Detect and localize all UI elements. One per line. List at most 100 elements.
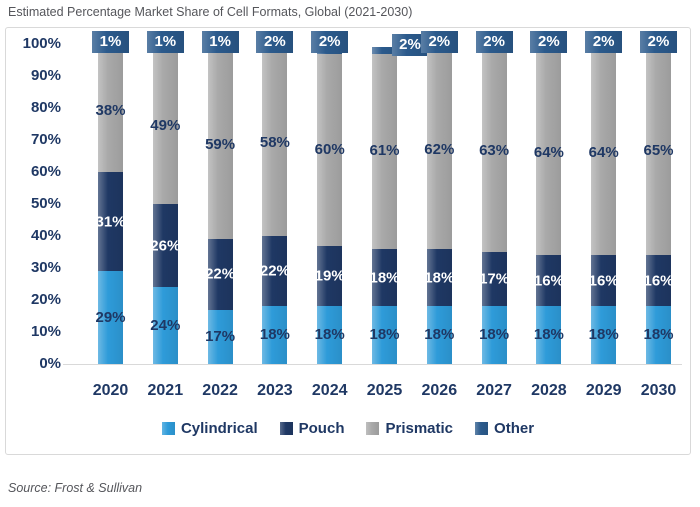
y-axis-tick-label: 0%: [39, 355, 61, 372]
data-label-cylindrical-2022: 17%: [205, 327, 236, 345]
data-label-pouch-2029: 16%: [591, 272, 616, 290]
y-axis-tick-label: 30%: [30, 259, 61, 276]
data-label-cylindrical-2026: 18%: [424, 326, 455, 344]
bar-segment-prismatic-2024: [317, 53, 343, 246]
bar-segment-cylindrical-2029: [591, 306, 617, 364]
data-label-prismatic-2023: 58%: [259, 134, 290, 152]
bar-segment-pouch-2025: 18%: [372, 248, 397, 307]
x-axis-category-2024: 2024: [311, 382, 348, 399]
legend-swatch-other: [475, 422, 489, 435]
chart-title: Estimated Percentage Market Share of Cel…: [8, 5, 413, 19]
data-label-pouch-2025: 18%: [372, 269, 397, 287]
bar-segment-prismatic-2020: [98, 50, 123, 172]
legend-label-cylindrical: Cylindrical: [180, 420, 258, 437]
other-label-box-2021: 1%: [146, 31, 184, 53]
y-axis-tick-label: 10%: [30, 323, 61, 340]
data-label-cylindrical-2021: 24%: [150, 316, 181, 334]
x-axis-category-2023: 2023: [257, 382, 293, 399]
y-axis-tick-label: 90%: [30, 67, 61, 84]
bar-segment-prismatic-2021: [152, 47, 178, 204]
bar-segment-cylindrical-2026: [426, 306, 452, 364]
data-label-prismatic-2025: 61%: [369, 142, 400, 160]
other-label-box-2026: 2%: [420, 31, 458, 53]
x-axis-category-2020: 2020: [92, 382, 129, 399]
data-label-cylindrical-2027: 18%: [479, 326, 510, 344]
bar-segment-pouch-2023: 22%: [262, 236, 288, 307]
data-label-cylindrical-2024: 18%: [314, 326, 345, 344]
bar-segment-pouch-2020: 31%: [98, 172, 123, 272]
data-label-cylindrical-2030: 18%: [643, 326, 674, 344]
other-label-box-2025: 2%: [391, 34, 429, 56]
y-axis-tick-label: 70%: [30, 131, 61, 148]
bar-segment-pouch-2021: 26%: [152, 204, 178, 288]
x-axis-category-2021: 2021: [147, 382, 184, 399]
data-label-cylindrical-2025: 18%: [369, 326, 400, 344]
x-axis-category-2025: 2025: [366, 382, 403, 399]
other-label-box-2027: 2%: [475, 31, 513, 53]
bar-segment-cylindrical-2027: [481, 306, 507, 364]
bar-segment-pouch-2028: 16%: [536, 255, 562, 307]
legend-item-cylindrical: Cylindrical: [161, 420, 258, 437]
y-axis-tick-label: 100%: [22, 35, 61, 52]
data-label-pouch-2030: 16%: [646, 272, 671, 290]
data-label-prismatic-2028: 64%: [533, 143, 564, 161]
x-axis-category-2027: 2027: [476, 382, 512, 399]
data-label-pouch-2021: 26%: [152, 237, 178, 255]
data-label-pouch-2026: 18%: [426, 269, 452, 287]
x-axis-category-2028: 2028: [531, 382, 567, 399]
data-label-pouch-2027: 17%: [481, 270, 507, 288]
other-label-box-2030: 2%: [640, 31, 677, 53]
legend-item-other: Other: [475, 420, 534, 437]
bar-segment-prismatic-2028: [536, 50, 562, 256]
bar-segment-cylindrical-2025: [372, 306, 397, 364]
bar-segment-pouch-2027: 17%: [481, 252, 507, 307]
bar-segment-cylindrical-2028: [536, 306, 562, 364]
x-axis-category-2029: 2029: [585, 382, 622, 399]
y-axis-tick-label: 20%: [30, 291, 61, 308]
bar-segment-cylindrical-2020: [98, 271, 123, 364]
x-axis-category-2026: 2026: [421, 382, 458, 399]
data-label-pouch-2023: 22%: [262, 262, 287, 280]
bar-segment-cylindrical-2030: [646, 306, 671, 364]
x-axis-line: [63, 364, 682, 365]
other-label-box-2020: 1%: [92, 31, 129, 53]
data-label-prismatic-2029: 64%: [588, 143, 619, 161]
data-label-pouch-2020: 31%: [98, 213, 123, 231]
data-label-pouch-2024: 19%: [317, 267, 342, 285]
source-note: Source: Frost & Sullivan: [8, 481, 143, 495]
x-axis-category-2030: 2030: [640, 382, 677, 399]
legend-label-pouch: Pouch: [298, 420, 345, 437]
data-label-prismatic-2024: 60%: [314, 140, 345, 158]
other-label-box-2024: 2%: [311, 31, 349, 53]
legend-label-prismatic: Prismatic: [385, 420, 454, 437]
data-label-cylindrical-2029: 18%: [588, 326, 619, 344]
bar-segment-pouch-2026: 18%: [426, 248, 452, 307]
data-label-cylindrical-2020: 29%: [95, 308, 126, 326]
plot-area: 100% 90% 80% 70% 60% 50% 40% 30% 20% 10% 0% 29% 31% 3…: [6, 28, 690, 454]
bar-segment-prismatic-2025: [372, 53, 397, 249]
other-label-box-2028: 2%: [530, 31, 568, 53]
bar-segment-prismatic-2022: [207, 50, 233, 240]
y-axis-tick-label: 80%: [30, 99, 61, 116]
bar-segment-pouch-2030: 16%: [646, 255, 671, 307]
legend-swatch-cylindrical: [161, 422, 175, 435]
data-label-pouch-2022: 22%: [207, 265, 233, 283]
data-label-prismatic-2027: 63%: [479, 142, 510, 160]
legend-item-pouch: Pouch: [279, 420, 345, 437]
legend-item-prismatic: Prismatic: [366, 420, 453, 437]
data-label-cylindrical-2028: 18%: [533, 326, 564, 344]
data-label-prismatic-2026: 62%: [424, 140, 455, 158]
data-label-prismatic-2022: 59%: [205, 135, 236, 153]
data-label-prismatic-2020: 38%: [95, 102, 126, 120]
y-axis-tick-label: 40%: [30, 227, 61, 244]
y-axis-tick-label: 50%: [30, 195, 61, 212]
bar-segment-cylindrical-2023: [262, 306, 288, 364]
bar-segment-cylindrical-2021: [152, 287, 178, 364]
bar-segment-pouch-2029: 16%: [591, 255, 617, 307]
x-axis-category-2022: 2022: [202, 382, 238, 399]
bar-segment-pouch-2022: 22%: [207, 239, 233, 310]
bar-segment-prismatic-2030: [646, 47, 671, 256]
legend-swatch-prismatic: [366, 422, 380, 435]
bar-segment-pouch-2024: 19%: [317, 245, 343, 307]
bar-segment-prismatic-2023: [262, 50, 288, 236]
